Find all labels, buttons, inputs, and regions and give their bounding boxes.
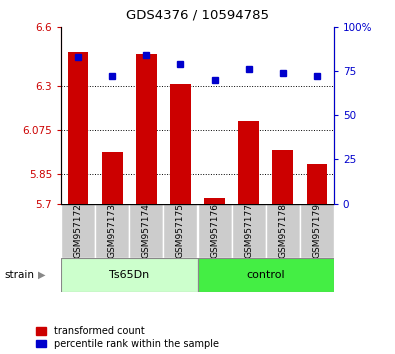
Legend: transformed count, percentile rank within the sample: transformed count, percentile rank withi… bbox=[36, 326, 219, 349]
Text: strain: strain bbox=[4, 270, 34, 280]
Bar bbox=[204, 198, 225, 204]
Text: GDS4376 / 10594785: GDS4376 / 10594785 bbox=[126, 9, 269, 22]
Bar bbox=[164, 204, 198, 258]
Bar bbox=[61, 258, 197, 292]
Text: ▶: ▶ bbox=[38, 270, 45, 280]
Text: control: control bbox=[246, 270, 285, 280]
Text: GSM957174: GSM957174 bbox=[142, 204, 151, 258]
Text: GSM957178: GSM957178 bbox=[278, 204, 287, 258]
Bar bbox=[95, 204, 130, 258]
Bar bbox=[198, 204, 231, 258]
Text: Ts65Dn: Ts65Dn bbox=[109, 270, 149, 280]
Bar bbox=[130, 204, 164, 258]
Bar bbox=[61, 204, 95, 258]
Bar bbox=[68, 52, 88, 204]
Text: GSM957173: GSM957173 bbox=[108, 204, 117, 258]
Text: GSM957172: GSM957172 bbox=[74, 204, 83, 258]
Text: GSM957179: GSM957179 bbox=[312, 204, 321, 258]
Text: GSM957177: GSM957177 bbox=[244, 204, 253, 258]
Text: GSM957175: GSM957175 bbox=[176, 204, 185, 258]
Bar bbox=[231, 204, 265, 258]
Text: GSM957176: GSM957176 bbox=[210, 204, 219, 258]
Bar bbox=[265, 204, 300, 258]
Bar bbox=[300, 204, 334, 258]
Bar bbox=[273, 150, 293, 204]
Bar bbox=[136, 54, 156, 204]
Bar bbox=[239, 121, 259, 204]
Bar bbox=[198, 258, 334, 292]
Bar bbox=[307, 164, 327, 204]
Bar bbox=[102, 153, 122, 204]
Bar bbox=[170, 84, 191, 204]
